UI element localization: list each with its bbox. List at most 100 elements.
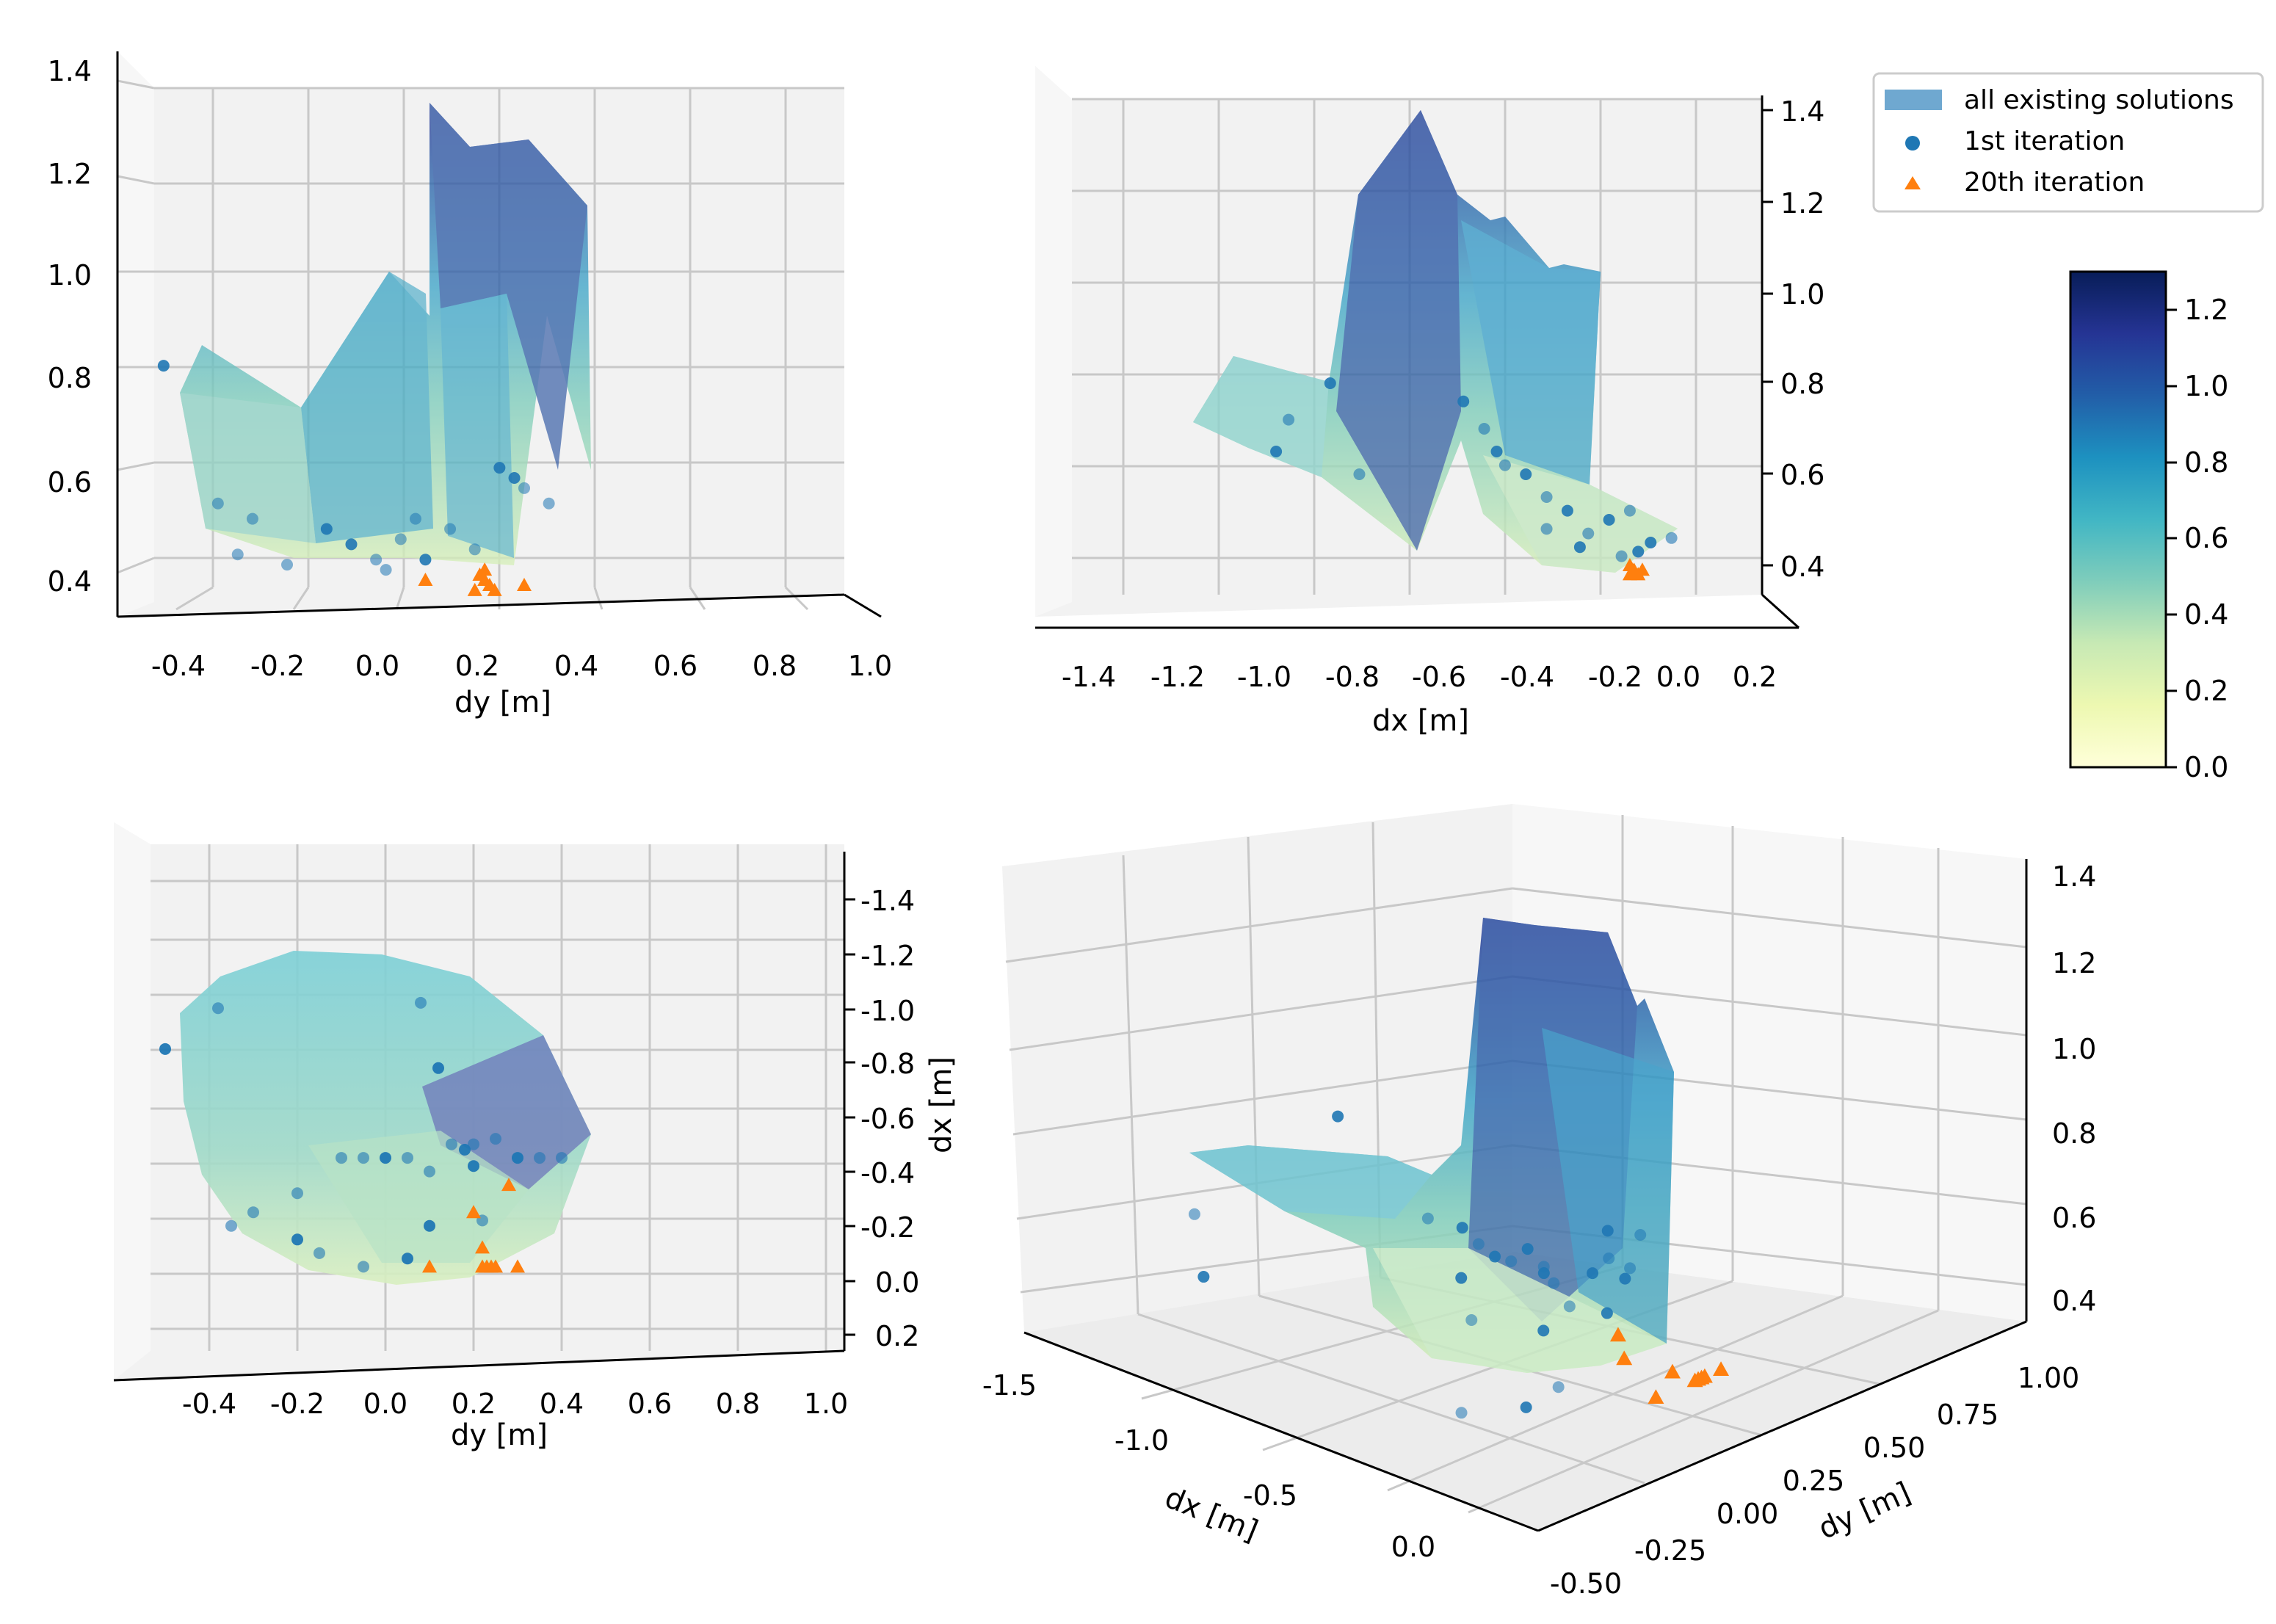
iteration-1-point — [370, 554, 383, 566]
iteration-1-point — [1548, 1277, 1560, 1289]
z-tick: 1.4 — [1780, 95, 1824, 128]
y-tick: -1.2 — [860, 940, 915, 972]
legend-marker-triangle — [1904, 176, 1921, 189]
iteration-1-point — [446, 1138, 457, 1150]
x-tick: 0.8 — [753, 650, 797, 682]
legend-label: 20th iteration — [1964, 167, 2145, 197]
iteration-20-point — [1609, 1327, 1626, 1342]
iteration-20-point — [477, 562, 493, 576]
iteration-1-point — [468, 1138, 479, 1150]
z-tick: 1.2 — [1780, 187, 1824, 220]
x-axis-label: dy [m] — [454, 686, 551, 719]
z-tick: 0.8 — [2052, 1117, 2096, 1150]
iteration-1-point — [508, 472, 521, 484]
iteration-1-point — [1521, 1243, 1534, 1255]
x-tick: -1.4 — [1062, 661, 1116, 693]
z-tick: 0.4 — [1780, 551, 1824, 583]
iteration-1-point — [1421, 1212, 1434, 1225]
legend-label: 1st iteration — [1964, 126, 2125, 156]
iteration-1-point — [543, 497, 555, 510]
x-tick-labels: -0.4 -0.2 0.0 0.2 0.4 0.6 0.8 1.0 — [182, 1388, 848, 1420]
y-tick: -0.2 — [860, 1211, 915, 1244]
iteration-1-point — [159, 1043, 171, 1055]
y-tick: 0.0 — [875, 1266, 919, 1299]
x-tick: 1.0 — [848, 650, 892, 682]
x-tick: -1.0 — [1115, 1424, 1169, 1457]
iteration-1-point — [1490, 446, 1503, 457]
z-tick: 0.6 — [48, 466, 92, 499]
panel-perspective: 0.4 0.6 0.8 1.0 1.2 1.4 -1.5 -1.0 -0.5 0… — [982, 804, 2096, 1600]
iteration-20-point — [501, 1178, 516, 1192]
x-tick: -0.5 — [1243, 1479, 1297, 1512]
iteration-20-point — [467, 582, 482, 596]
scatter-layer-panel2 — [1270, 377, 1678, 581]
iteration-20-point — [1713, 1361, 1730, 1377]
iteration-1-point — [1197, 1271, 1210, 1283]
y-tick: -0.8 — [860, 1048, 915, 1080]
iteration-1-point — [534, 1152, 546, 1164]
y-tick: -0.25 — [1634, 1534, 1706, 1567]
panel-side-dy: 0.4 0.6 0.8 1.0 1.2 1.4 -0.4 -0.2 0.0 0.… — [48, 51, 892, 719]
z-tick: 1.4 — [48, 55, 92, 87]
colorbar-tick-label: 0.0 — [2184, 751, 2228, 783]
z-ticks — [1762, 109, 1773, 567]
y-tick: -0.6 — [860, 1103, 915, 1135]
x-tick-labels: -1.4 -1.2 -1.0 -0.8 -0.6 -0.4 -0.2 0.0 0… — [1062, 661, 1777, 693]
x-tick: -0.4 — [1500, 661, 1554, 693]
x-tick: 1.0 — [804, 1388, 848, 1420]
iteration-1-point — [1489, 1250, 1501, 1263]
iteration-1-point — [211, 497, 224, 510]
x-tick: -0.2 — [270, 1388, 325, 1420]
iteration-1-point — [1603, 1252, 1615, 1264]
y-tick: 0.75 — [1937, 1399, 1999, 1431]
iteration-1-point — [1537, 1267, 1550, 1280]
x-axis-line — [1023, 1331, 1539, 1532]
pane-floor — [1024, 1252, 2026, 1531]
scatter-layer-panel1 — [157, 360, 555, 596]
x-axis-label: dy [m] — [451, 1418, 548, 1452]
iteration-1-point — [468, 1160, 479, 1172]
colorbar-ticks — [2166, 308, 2177, 769]
colorbar-tick-label: 0.6 — [2184, 522, 2228, 554]
iteration-1-point — [402, 1152, 413, 1164]
iteration-1-point — [402, 1253, 413, 1265]
iteration-20-point — [488, 1259, 503, 1273]
iteration-1-point — [1456, 1222, 1468, 1234]
iteration-1-point — [409, 512, 421, 525]
iteration-20-point — [487, 582, 502, 596]
iteration-1-point — [314, 1247, 325, 1259]
iteration-1-point — [380, 1152, 391, 1164]
iteration-20-point — [510, 1259, 525, 1273]
colorbar-gradient — [2069, 270, 2167, 769]
x-tick: 0.4 — [554, 650, 598, 682]
iteration-1-point — [212, 1002, 224, 1015]
x-axis-label: dx [m] — [1372, 704, 1469, 738]
z-tick: 0.6 — [2052, 1202, 2096, 1234]
panel-side-dx: 0.4 0.6 0.8 1.0 1.2 1.4 -1.4 -1.2 -1.0 -… — [1035, 66, 1824, 738]
surface-all-solutions — [1193, 110, 1678, 573]
iteration-20-point — [418, 573, 433, 586]
iteration-1-point — [1540, 491, 1553, 503]
iteration-1-point — [468, 543, 481, 556]
iteration-1-point — [518, 482, 530, 494]
x-tick: -1.0 — [1237, 661, 1291, 693]
iteration-1-point — [291, 1187, 303, 1200]
y-tick: 0.50 — [1863, 1432, 1926, 1464]
iteration-1-point — [1573, 541, 1586, 554]
iteration-1-point — [1587, 1267, 1599, 1280]
x-tick: 0.4 — [540, 1388, 584, 1420]
y-tick: 0.00 — [1717, 1498, 1779, 1530]
y-axis-label: dx [m] — [924, 1056, 958, 1153]
iteration-1-point — [1520, 1401, 1532, 1413]
iteration-1-point — [1645, 537, 1657, 548]
x-tick: 0.2 — [455, 650, 499, 682]
z-tick-labels: 0.4 0.6 0.8 1.0 1.2 1.4 — [2052, 860, 2096, 1317]
iteration-1-point — [1634, 1229, 1647, 1241]
iteration-1-point — [1540, 523, 1553, 535]
iteration-1-point — [336, 1152, 347, 1164]
iteration-1-point — [432, 1062, 444, 1074]
iteration-1-point — [424, 1219, 435, 1232]
iteration-1-point — [1601, 1307, 1613, 1319]
iteration-1-point — [1563, 1300, 1576, 1313]
